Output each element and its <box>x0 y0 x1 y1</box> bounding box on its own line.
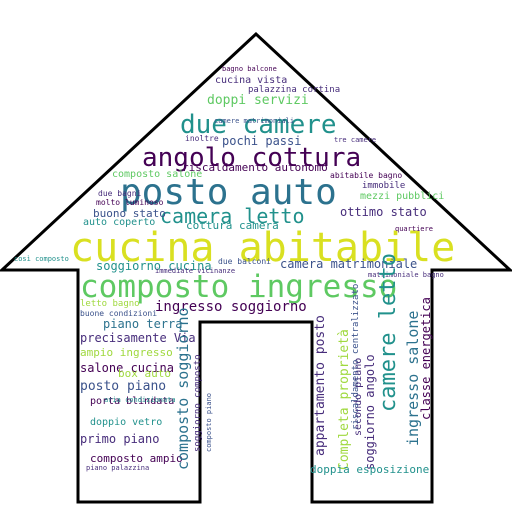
cloud-word: doppia esposizione <box>310 463 430 476</box>
cloud-word: quartiere <box>395 225 433 233</box>
cloud-word: bagno balcone <box>222 65 277 73</box>
cloud-word: matrimoniale bagno <box>368 271 444 279</box>
cloud-word: composto soggiorno <box>174 307 192 470</box>
cloud-word: camera matrimoniale <box>280 257 418 271</box>
cloud-word: riscaldamento autonomo <box>182 161 328 174</box>
cloud-word: composto ingresso <box>80 269 398 305</box>
cloud-word: palazzina cortina <box>248 85 341 95</box>
cloud-word: doppi servizi <box>207 93 309 108</box>
cloud-word: composto piano <box>205 392 213 452</box>
cloud-word: box auto <box>118 367 171 380</box>
cloud-word: camere letto <box>376 253 401 412</box>
cloud-word: due balconi <box>218 257 271 266</box>
cloud-word: cottura camera <box>186 219 279 232</box>
cloud-word: salone cucina <box>80 361 174 375</box>
cloud-word: appartamento posto <box>313 315 328 456</box>
cloud-word: immobile <box>362 181 406 191</box>
cloud-word: classe energetica <box>419 297 433 420</box>
cloud-word: ottimo stato <box>340 205 427 219</box>
cloud-word: primo piano <box>80 432 160 446</box>
cloud-word: buono stato <box>93 207 166 220</box>
cloud-word: posto piano <box>80 379 167 394</box>
cloud-word: angolo cottura <box>142 143 362 173</box>
cloud-word: molto luminoso <box>96 198 164 207</box>
cloud-word: letto bagno <box>80 299 140 309</box>
cloud-word: Completa proprietà <box>337 329 352 470</box>
cloud-word: inoltre <box>185 134 219 143</box>
cloud-word: due camere <box>180 110 337 140</box>
cloud-word: camera letto <box>160 204 305 228</box>
cloud-word: ampio ingresso <box>80 346 173 359</box>
cloud-word: composto salone <box>112 169 203 180</box>
cloud-word: camere matrimoniali <box>214 117 295 125</box>
cloud-word: cucina abitabile <box>70 225 456 271</box>
cloud-word: abitabile bagno <box>330 171 403 180</box>
cloud-word: auto coperto <box>83 217 156 228</box>
cloud-word: aria condizionata <box>104 396 176 404</box>
cloud-word: cucina vista <box>215 75 288 86</box>
cloud-word: doppio vetro <box>90 417 163 428</box>
cloud-word: tre camere <box>334 136 377 144</box>
cloud-word: riscaldamento centralizzato <box>351 283 361 430</box>
cloud-word: posto auto <box>120 172 337 213</box>
cloud-word: composto ampio <box>90 452 183 465</box>
cloud-word: due bagni <box>98 189 142 198</box>
cloud-word: soggiorno angolo <box>363 354 377 470</box>
cloud-word: piano terra <box>103 317 183 331</box>
cloud-word: pochi passi <box>222 134 302 148</box>
cloud-word: precisamente Via <box>80 331 196 345</box>
cloud-word: buone condizioni <box>80 309 158 318</box>
cloud-word: mezzi pubblici <box>360 191 445 202</box>
cloud-word: soggiorno cucina <box>96 259 212 273</box>
cloud-word: immediate vicinanze <box>155 267 236 275</box>
cloud-word: soggiorno composto <box>193 354 203 452</box>
cloud-word: porta blindata <box>90 396 175 407</box>
cloud-word: ingresso soggiorno <box>155 299 307 315</box>
cloud-word: piano palazzina <box>86 464 150 472</box>
cloud-word: così composto <box>14 255 69 263</box>
